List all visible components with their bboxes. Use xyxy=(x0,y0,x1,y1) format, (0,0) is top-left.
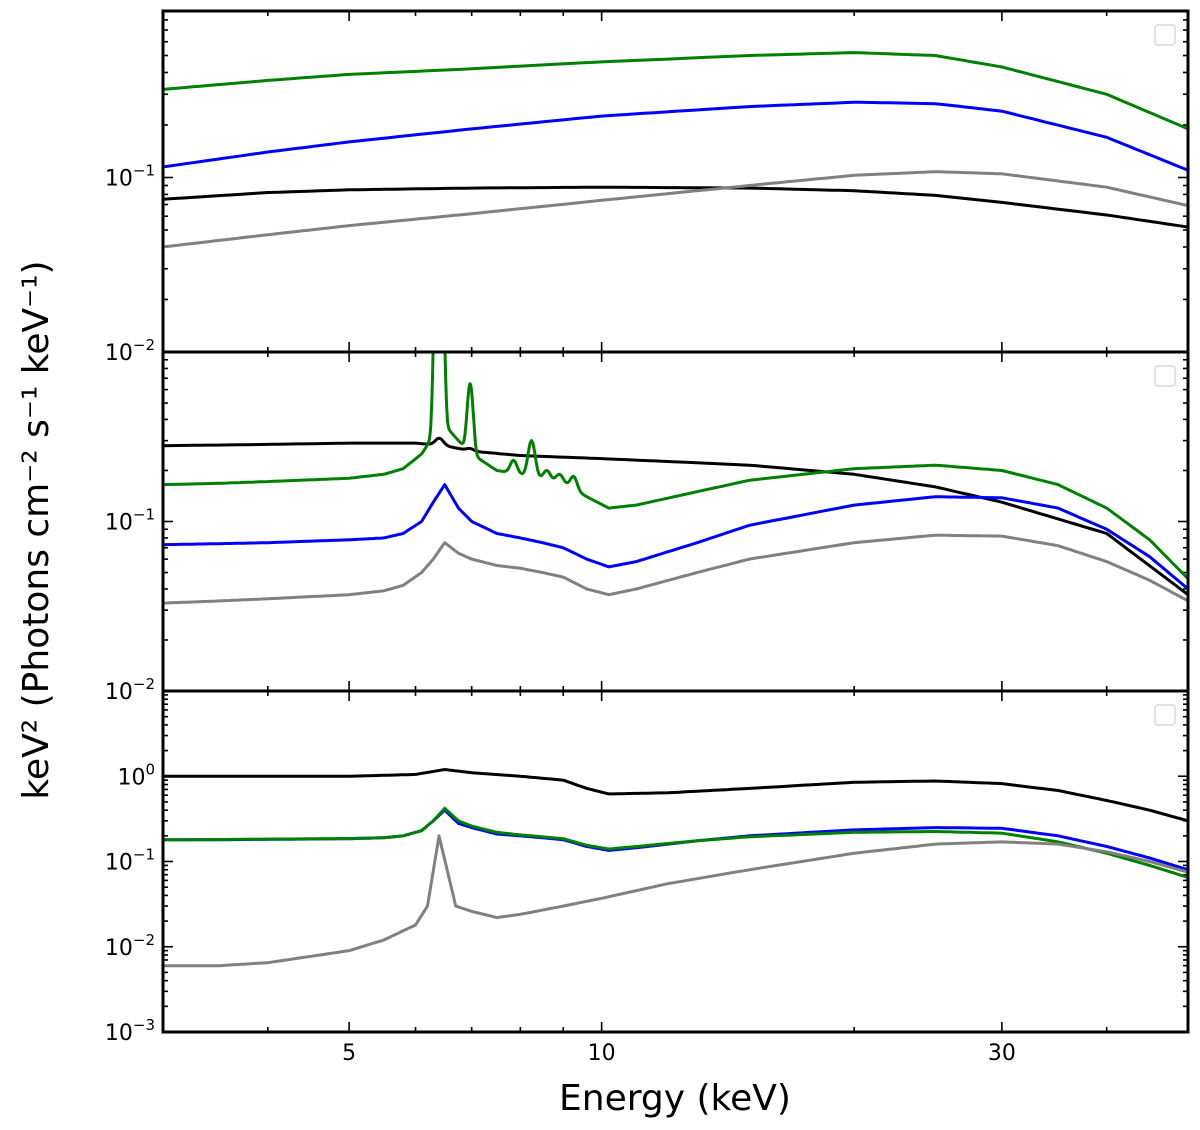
y-tick-label: 10−1 xyxy=(105,162,155,192)
series-line-green-bottom xyxy=(163,806,1188,879)
series-line-black-bottom xyxy=(163,768,1188,823)
x-axis: 5 10 30 xyxy=(342,1041,1016,1066)
panel-middle: 10−1 10−2 xyxy=(105,350,1190,705)
y-tick-label: 10−2 xyxy=(105,675,155,705)
x-tick-label: 30 xyxy=(988,1041,1016,1066)
series-line-gray-bottom xyxy=(163,834,1188,968)
legend-box xyxy=(1154,24,1176,46)
x-axis-label: Energy (keV) xyxy=(559,1078,791,1119)
legend-box xyxy=(1154,704,1176,726)
panel-bottom: 100 10−1 10−2 10−3 xyxy=(105,689,1190,1046)
y-tick-label: 10−2 xyxy=(105,931,155,961)
series-line-gray-middle xyxy=(163,533,1188,605)
series-line-green-top xyxy=(163,51,1188,131)
series-line-blue-top xyxy=(163,100,1188,172)
y-axis-label: keV² (Photons cm⁻² s⁻¹ keV⁻¹) xyxy=(16,260,57,799)
series-line-gray-top xyxy=(163,170,1188,249)
y-tick-label: 10−2 xyxy=(105,336,155,366)
panel-frame xyxy=(161,9,1190,354)
panel-frame xyxy=(161,350,1190,693)
x-tick-label: 5 xyxy=(342,1041,356,1066)
series-line-blue-middle xyxy=(163,483,1188,591)
series-line-black-top xyxy=(163,185,1188,229)
y-tick-label: 10−1 xyxy=(105,506,155,536)
y-tick-label: 10−1 xyxy=(105,846,155,876)
y-tick-label: 100 xyxy=(117,760,155,790)
panel-frame xyxy=(161,689,1190,1034)
panel-top: 10−1 10−2 xyxy=(105,9,1190,366)
legend-box xyxy=(1154,365,1176,387)
series-line-black-middle xyxy=(163,436,1188,597)
x-tick-label: 10 xyxy=(588,1041,616,1066)
y-tick-label: 10−3 xyxy=(105,1016,155,1046)
series-line-green-middle xyxy=(163,352,1188,581)
